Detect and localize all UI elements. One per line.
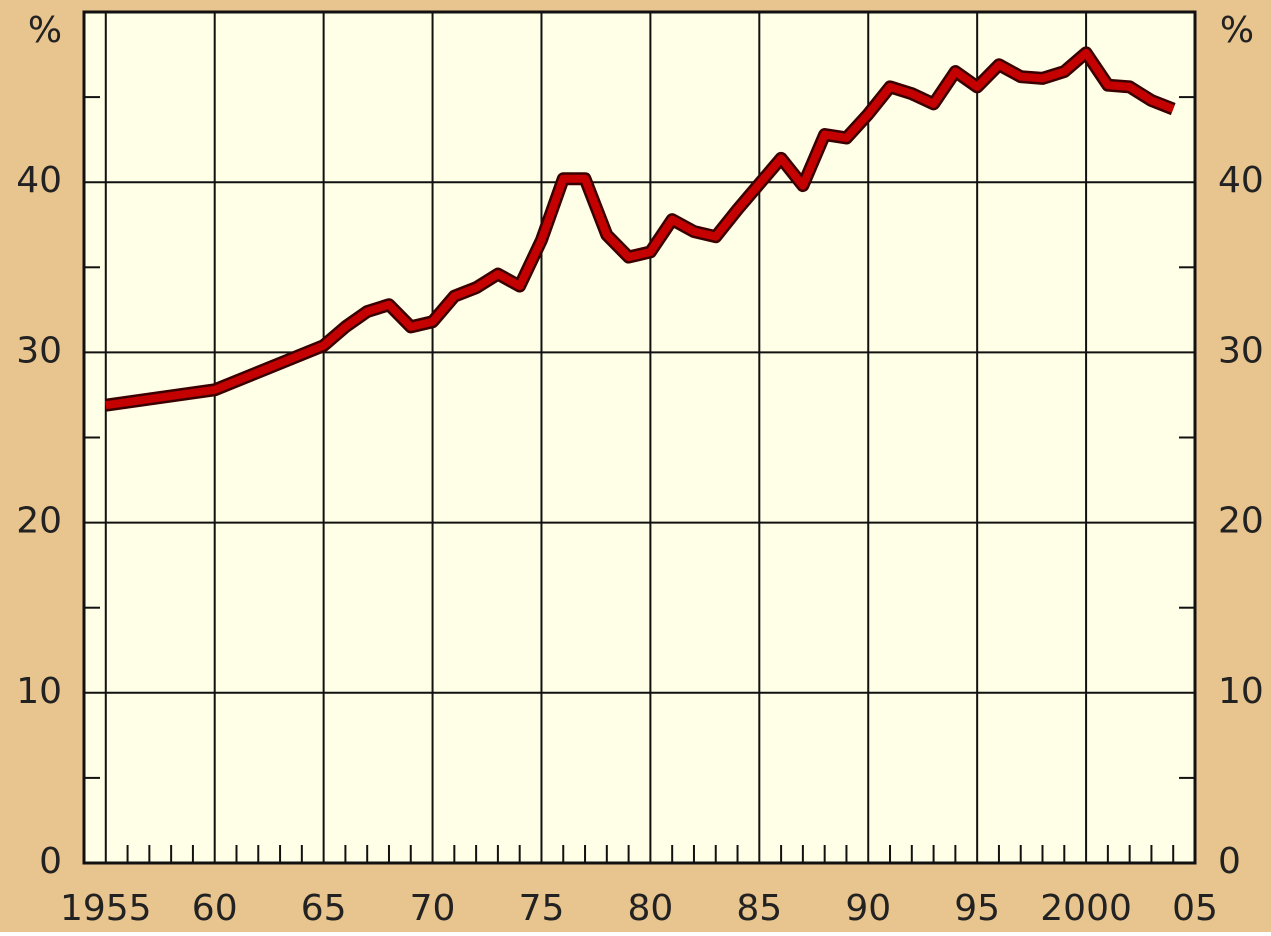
x-tick-label: 85 (736, 888, 782, 929)
x-tick-label: 65 (301, 888, 347, 929)
x-tick-label: 80 (627, 888, 673, 929)
plot-frame (82, 10, 1197, 865)
x-tick-label: 2000 (1040, 888, 1132, 929)
x-tick-label: 90 (845, 888, 891, 929)
y2-tick-label: 30 (1218, 330, 1264, 371)
x-tick-label: 95 (954, 888, 1000, 929)
y-tick-label: 30 (16, 330, 62, 371)
y2-tick-label: 20 (1218, 501, 1264, 542)
y2-tick-label: 10 (1218, 671, 1264, 712)
y-unit: % (28, 10, 62, 51)
y2-tick-label: 0 (1218, 841, 1241, 882)
y-tick-label: 40 (16, 160, 62, 201)
y-tick-label: 0 (39, 841, 62, 882)
x-tick-label: 70 (410, 888, 456, 929)
x-tick-label: 75 (519, 888, 565, 929)
line (105, 48, 1175, 410)
y2-unit: % (1220, 10, 1254, 51)
plot-area (84, 12, 1195, 863)
y2-tick-label: 40 (1218, 160, 1264, 201)
x-tick-label: 1955 (60, 888, 152, 929)
y-tick-label: 10 (16, 671, 62, 712)
x-tick-label: 60 (192, 888, 238, 929)
x-tick-label: 05 (1172, 888, 1218, 929)
y-tick-label: 20 (16, 501, 62, 542)
